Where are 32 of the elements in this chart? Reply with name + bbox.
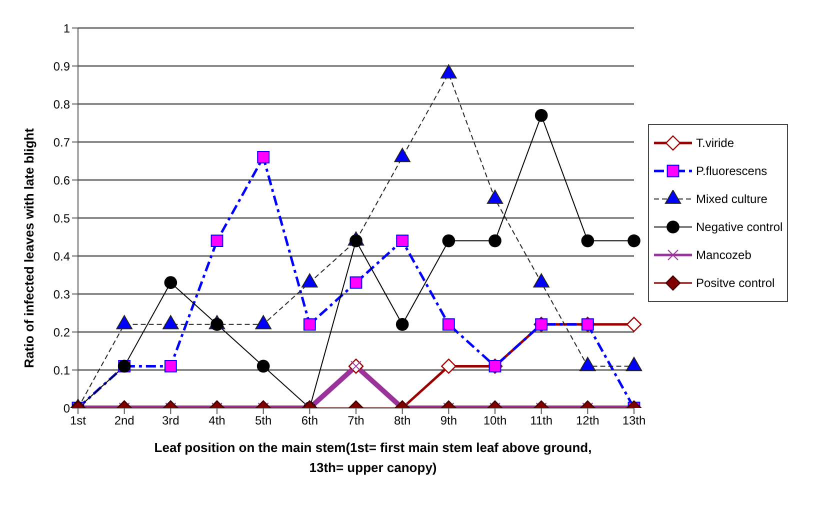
x-tick-label: 7th xyxy=(348,414,364,428)
x-tick-label: 8th xyxy=(394,414,411,428)
y-tick-label: 0.2 xyxy=(53,325,70,340)
x-tick-label: 2nd xyxy=(114,414,134,428)
x-tick-label: 10th xyxy=(483,414,507,428)
legend-label: T.viride xyxy=(696,136,734,150)
y-tick-label: 0.8 xyxy=(53,97,70,112)
y-tick-label: 0.5 xyxy=(53,211,70,226)
x-tick-label: 5th xyxy=(254,414,272,428)
legend-label: Mancozeb xyxy=(696,248,752,262)
x-tick-label: 6th xyxy=(301,414,318,428)
y-tick-label: 0.4 xyxy=(53,249,70,264)
y-axis-title: Ratio of infected leaves with late blight xyxy=(22,128,37,368)
x-axis-title: Leaf position on the main stem(1st= first main stem leaf above ground, 13th= upper canopy) xyxy=(153,439,593,477)
x-tick-label: 11th xyxy=(530,414,553,428)
y-tick-label: 0.6 xyxy=(53,173,70,188)
x-tick-label: 4th xyxy=(208,414,226,428)
legend-label: Mixed culture xyxy=(696,192,768,206)
x-tick-label: 3rd xyxy=(162,414,180,428)
x-tick-label: 1st xyxy=(70,414,87,428)
x-tick-label: 12th xyxy=(576,414,600,428)
y-tick-label: 0.3 xyxy=(53,287,70,302)
x-tick-label: 9th xyxy=(440,414,458,428)
legend-label: Negative control xyxy=(696,220,783,234)
y-tick-label: 0 xyxy=(63,401,70,416)
legend-label: Positve control xyxy=(696,276,775,290)
x-tick-label: 13th xyxy=(622,414,646,428)
y-tick-label: 0.1 xyxy=(53,363,70,378)
y-tick-label: 0.9 xyxy=(53,59,70,74)
y-tick-label: 0.7 xyxy=(53,135,70,150)
legend-label: P.fluorescens xyxy=(696,164,768,178)
y-tick-label: 1 xyxy=(63,21,70,36)
